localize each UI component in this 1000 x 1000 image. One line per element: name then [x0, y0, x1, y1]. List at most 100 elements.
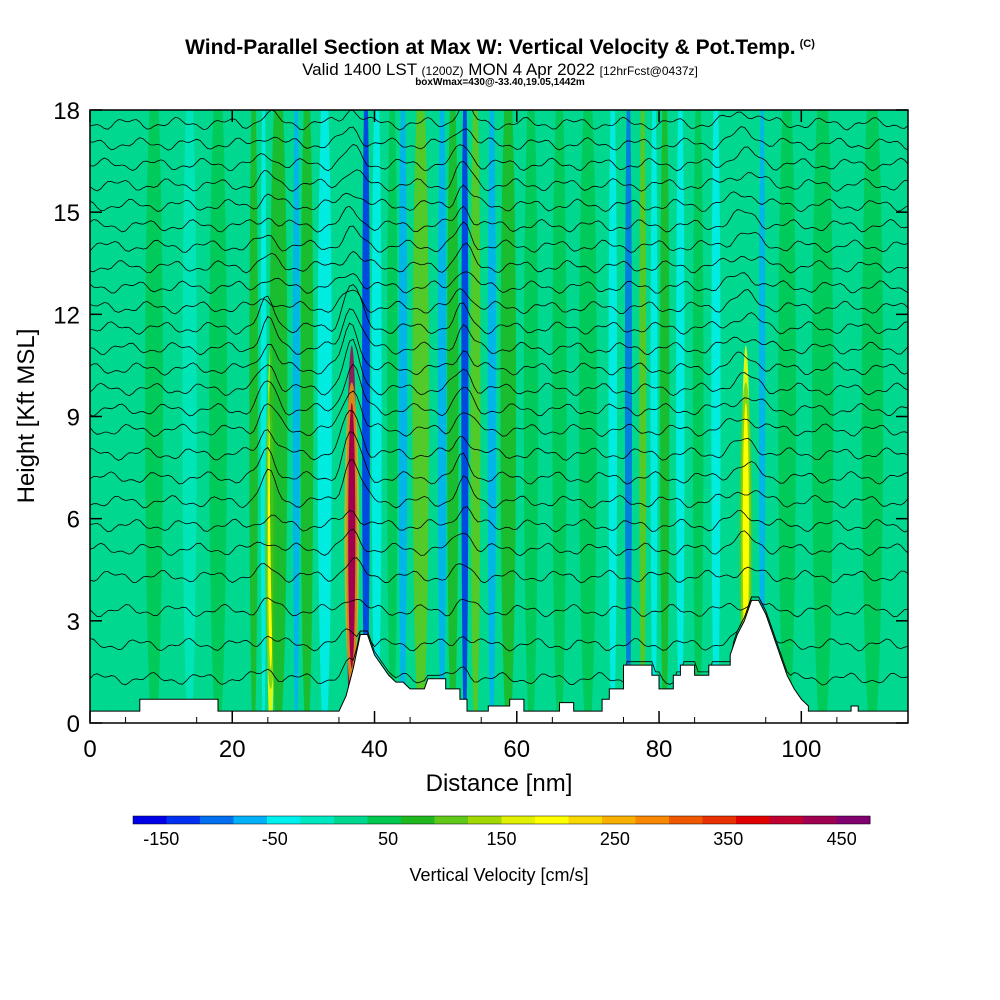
velocity-cell [639, 110, 647, 723]
isentrope-line [90, 390, 908, 437]
velocity-cell [552, 110, 567, 723]
velocity-cell [676, 110, 685, 723]
velocity-cell [371, 110, 382, 723]
colorbar-swatch [367, 816, 402, 824]
copyright-mark: (C) [799, 38, 815, 50]
velocity-column [676, 110, 685, 723]
colorbar-tick-label: -50 [262, 829, 288, 849]
colorbar-swatch [434, 816, 469, 824]
velocity-column [386, 110, 398, 723]
colorbar-swatch [166, 816, 201, 824]
isentrope-line [90, 161, 908, 192]
isentrope-line [90, 409, 908, 461]
velocity-column [758, 110, 766, 723]
velocity-column [660, 110, 670, 723]
velocity-cell [249, 110, 258, 723]
isentrope-line [90, 144, 908, 172]
colorbar-swatch [635, 816, 670, 824]
velocity-cell [811, 110, 834, 723]
velocity-core-max [348, 402, 356, 669]
velocity-cell [692, 110, 704, 723]
colorbar-swatch [702, 816, 737, 824]
colorbar-label: Vertical Velocity [cm/s] [409, 865, 588, 885]
y-tick-label: 18 [53, 98, 80, 125]
forecast-info: [12hrFcst@0437z] [599, 64, 698, 78]
velocity-cell [100, 110, 123, 723]
colorbar-frame [132, 815, 871, 825]
isentrope-line [90, 338, 908, 397]
velocity-cell [317, 110, 332, 723]
colorbar-tick-label: 150 [486, 829, 516, 849]
isentrope-line [90, 363, 908, 417]
velocity-cell [260, 110, 267, 723]
velocity-column [461, 110, 469, 723]
velocity-column [145, 110, 163, 723]
velocity-column [249, 110, 258, 723]
velocity-cell [145, 110, 163, 723]
isentrope-line [90, 242, 908, 274]
velocity-column [292, 110, 300, 723]
isentrope-line [90, 110, 908, 131]
velocity-column [470, 110, 481, 723]
velocity-cell [182, 110, 197, 723]
y-tick-label: 12 [53, 302, 80, 329]
y-axis-label: Height [Kft MSL] [13, 329, 40, 504]
colorbar-swatch [300, 816, 335, 824]
velocity-cell [461, 110, 469, 723]
colorbar-swatch [233, 816, 268, 824]
isentrope-line [90, 596, 908, 618]
velocity-cell [437, 110, 447, 723]
colorbar-swatch [267, 816, 301, 824]
colorbar-swatch [468, 816, 502, 824]
velocity-cell [778, 110, 796, 723]
colorbar-swatch [836, 816, 871, 824]
isentrope-line [90, 284, 908, 335]
y-tick-label: 9 [67, 405, 80, 432]
velocity-column [317, 110, 332, 723]
colorbar-swatch [334, 816, 368, 824]
isentrope-line [90, 431, 908, 485]
velocity-core-max [742, 402, 749, 669]
x-axis-label: Distance [nm] [426, 770, 573, 797]
velocity-cell [711, 110, 721, 723]
velocity-cell [269, 110, 288, 723]
velocity-column [209, 110, 227, 723]
isentrope-line [90, 596, 908, 652]
velocity-cell [398, 110, 408, 723]
velocity-cell [386, 110, 398, 723]
isentrope-line [90, 126, 908, 151]
x-tick-label: 80 [646, 736, 673, 763]
colorbar-swatch [769, 816, 804, 824]
y-tick-label: 0 [67, 711, 80, 738]
velocity-cell [579, 110, 597, 723]
terrain-profile [90, 599, 908, 723]
colorbar-swatch [669, 816, 703, 824]
velocity-column [487, 110, 497, 723]
x-tick-label: 40 [361, 736, 388, 763]
y-tick-label: 15 [53, 200, 80, 227]
velocity-cell [487, 110, 497, 723]
box-wmax-info: boxWmax=430@-33.40,19.05,1442m [415, 77, 585, 88]
colorbar-swatch [501, 816, 536, 824]
isentrope-line [90, 322, 908, 376]
velocity-column [269, 110, 288, 723]
velocity-column [523, 110, 539, 723]
velocity-cell [650, 110, 658, 723]
velocity-column [300, 110, 314, 723]
velocity-cell [660, 110, 670, 723]
velocity-cell [523, 110, 539, 723]
chart-title-text: Wind-Parallel Section at Max W: Vertical… [185, 36, 796, 59]
isentrope-line [90, 528, 908, 557]
colorbar-tick-label: 50 [378, 829, 398, 849]
velocity-column [260, 110, 267, 723]
colorbar-swatch [200, 816, 234, 824]
y-tick-label: 3 [67, 609, 80, 636]
velocity-cell [470, 110, 481, 723]
valid-date: MON 4 Apr 2022 [468, 60, 595, 79]
isentrope-line [90, 506, 908, 533]
x-tick-label: 100 [781, 736, 821, 763]
velocity-cell [292, 110, 300, 723]
velocity-column [639, 110, 647, 723]
velocity-column [579, 110, 597, 723]
